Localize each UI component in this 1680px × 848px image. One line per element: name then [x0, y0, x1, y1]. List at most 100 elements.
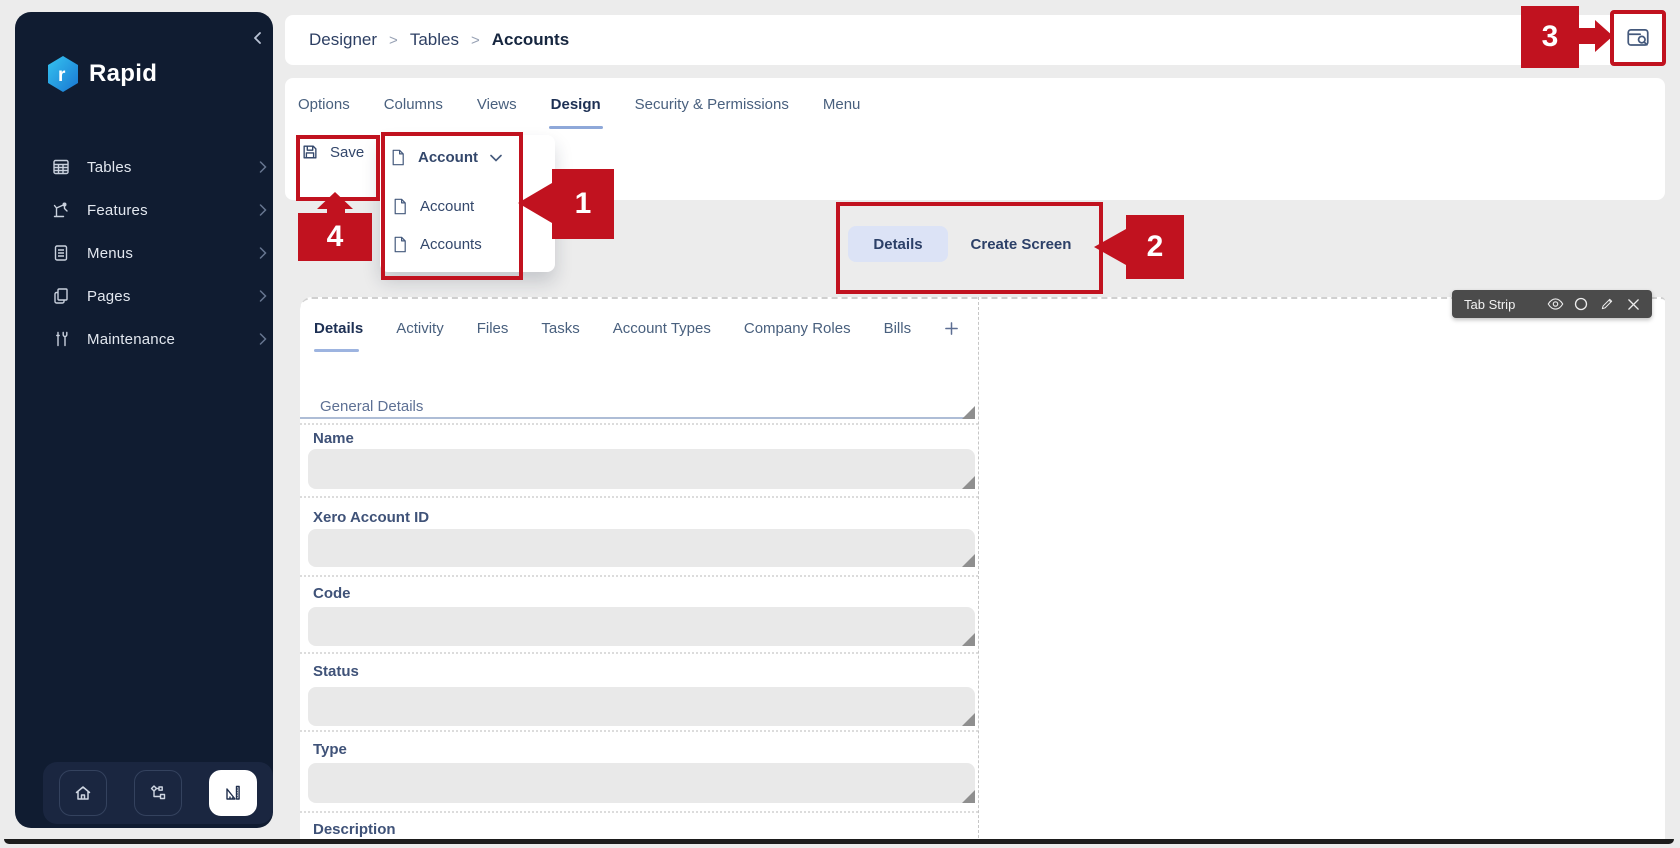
resize-grip-icon[interactable] [962, 554, 975, 567]
sidebar-item-maintenance[interactable]: Maintenance [15, 324, 273, 354]
resize-grip-icon[interactable] [962, 633, 975, 646]
field-input-type[interactable] [308, 763, 975, 803]
tab-options[interactable]: Options [298, 96, 350, 113]
toggle-create-screen-label: Create Screen [970, 235, 1072, 253]
toggle-details-label: Details [873, 235, 923, 253]
field-label-name: Name [313, 430, 354, 447]
form-selector-trigger[interactable]: Account [390, 148, 502, 167]
save-button-label: Save [330, 143, 365, 161]
design-canvas: Details Activity Files Tasks Account Typ… [300, 297, 1665, 840]
sidebar: r Rapid Tables Features Menus Pages [15, 12, 273, 828]
field-input-xero-account-id[interactable] [308, 529, 975, 567]
file-icon [392, 235, 408, 254]
breadcrumb-accounts: Accounts [491, 30, 570, 49]
field-input-code[interactable] [308, 607, 975, 646]
form-selector-value: Account [418, 149, 478, 166]
dropdown-option-label: Accounts [420, 236, 482, 253]
design-ruler-icon [223, 783, 243, 803]
sidebar-item-label: Tables [87, 158, 132, 176]
maintenance-icon [51, 329, 71, 349]
annotation-3: 3 [1521, 6, 1579, 68]
tab-security-permissions[interactable]: Security & Permissions [634, 96, 789, 113]
tab-views[interactable]: Views [476, 96, 517, 113]
chevron-down-icon [490, 154, 502, 162]
dropdown-option-account[interactable]: Account [392, 197, 474, 216]
circle-icon[interactable] [1568, 297, 1594, 311]
sidebar-item-features[interactable]: Features [15, 195, 273, 225]
form-tab-files[interactable]: Files [476, 320, 509, 337]
field-label-status: Status [313, 663, 359, 680]
collapse-sidebar-icon[interactable] [248, 28, 268, 48]
breadcrumb: Designer > Tables > Accounts [309, 15, 569, 65]
home-icon [73, 783, 93, 803]
tabstrip-toolbar-label: Tab Strip [1464, 296, 1516, 312]
toggle-details[interactable]: Details [848, 226, 948, 262]
field-divider [300, 423, 978, 425]
tab-design[interactable]: Design [548, 96, 603, 129]
annotation-3-arrowhead [1595, 20, 1613, 52]
tab-columns[interactable]: Columns [383, 96, 443, 113]
tab-menu[interactable]: Menu [822, 96, 861, 113]
chevron-right-icon [259, 204, 267, 216]
rapid-logo-icon: r [45, 54, 81, 94]
features-icon [51, 200, 71, 220]
table-tab-strip: Options Columns Views Design Security & … [298, 96, 861, 129]
dropdown-option-accounts[interactable]: Accounts [392, 235, 482, 254]
form-tab-activity[interactable]: Activity [396, 320, 444, 337]
field-label-type: Type [313, 741, 347, 758]
breadcrumb-designer[interactable]: Designer [309, 30, 378, 49]
resize-grip-icon[interactable] [962, 713, 975, 726]
form-tab-bills[interactable]: Bills [883, 320, 912, 337]
tables-icon [51, 157, 71, 177]
field-input-name[interactable] [308, 449, 975, 489]
designer-button[interactable] [209, 770, 257, 816]
sidebar-item-menus[interactable]: Menus [15, 238, 273, 268]
sidebar-item-pages[interactable]: Pages [15, 281, 273, 311]
breadcrumb-separator: > [389, 31, 398, 49]
save-button[interactable]: Save [301, 143, 364, 161]
form-tab-company-roles[interactable]: Company Roles [743, 320, 851, 337]
sidebar-item-label: Maintenance [87, 330, 176, 348]
chevron-right-icon [259, 333, 267, 345]
pages-icon [51, 286, 71, 306]
form-tab-details[interactable]: Details [314, 320, 364, 352]
breadcrumb-tables[interactable]: Tables [409, 30, 459, 49]
section-title[interactable]: General Details [320, 398, 424, 415]
sidebar-dock [43, 762, 273, 824]
rapid-logo: r Rapid [45, 54, 157, 94]
form-tab-strip: Details Activity Files Tasks Account Typ… [314, 320, 959, 352]
sidebar-item-label: Pages [87, 287, 131, 305]
sidebar-item-label: Features [87, 201, 148, 219]
home-button[interactable] [59, 770, 107, 816]
eye-icon[interactable] [1542, 298, 1568, 310]
annotation-3-arrow [1579, 28, 1595, 44]
save-icon [301, 143, 319, 161]
resize-grip-icon[interactable] [962, 476, 975, 489]
field-input-status[interactable] [308, 687, 975, 726]
pencil-icon[interactable] [1594, 297, 1620, 311]
screen-preview-button[interactable] [1610, 10, 1666, 66]
toggle-create-screen[interactable]: Create Screen [950, 226, 1092, 262]
breadcrumb-separator: > [470, 31, 480, 49]
field-divider [300, 575, 978, 577]
form-tab-tasks[interactable]: Tasks [541, 320, 580, 337]
chevron-right-icon [259, 161, 267, 173]
annotation-4-arrow [327, 206, 345, 216]
form-tab-account-types[interactable]: Account Types [612, 320, 711, 337]
breadcrumb-bar: Designer > Tables > Accounts [285, 15, 1665, 65]
close-icon[interactable] [1620, 298, 1646, 311]
diagram-icon [148, 783, 168, 803]
field-divider [300, 652, 978, 654]
field-divider [300, 496, 978, 498]
annotation-1: 1 [552, 169, 614, 239]
chevron-right-icon [259, 247, 267, 259]
layout-column-divider [978, 297, 979, 838]
sidebar-item-tables[interactable]: Tables [15, 152, 273, 182]
svg-text:r: r [58, 65, 66, 86]
add-tab-button[interactable] [944, 321, 959, 336]
field-divider [300, 811, 978, 813]
diagram-button[interactable] [134, 770, 182, 816]
dropdown-option-label: Account [420, 198, 475, 215]
resize-grip-icon[interactable] [962, 790, 975, 803]
resize-grip-icon[interactable] [962, 406, 975, 419]
